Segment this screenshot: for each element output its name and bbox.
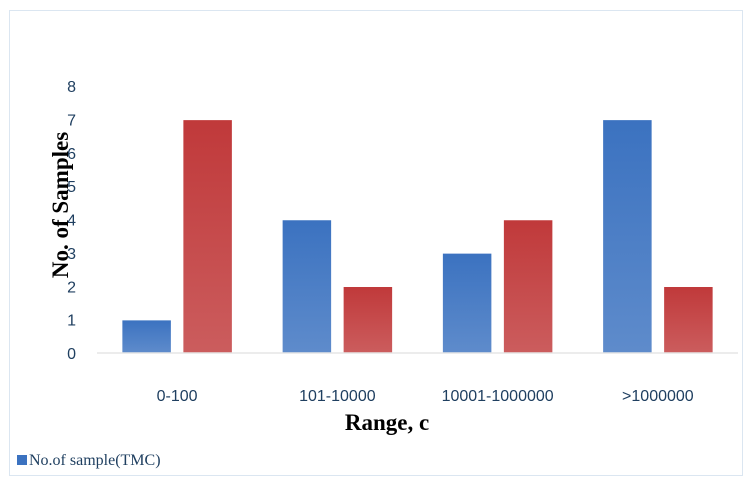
x-axis-ticks: 0-100 101-10000 10001-1000000 >1000000 [157,388,694,405]
y-axis-ticks: 0 1 2 3 4 5 6 7 8 [67,79,76,363]
x-axis-title: Range, c [345,410,429,435]
y-tick-label: 6 [67,146,76,163]
y-tick-label: 7 [67,112,76,129]
bar [281,218,333,354]
legend: No.of sample(TMC) [17,452,161,469]
bars [120,118,715,354]
bar [441,252,493,354]
y-tick-label: 5 [67,179,76,196]
bar [120,318,173,354]
y-tick-label: 8 [67,79,76,96]
bar [662,285,715,354]
y-tick-label: 4 [67,213,76,230]
y-tick-label: 1 [67,313,76,330]
bar [342,285,394,354]
y-tick-label: 0 [67,346,76,363]
bar [181,118,234,354]
legend-entry: No.of sample(TMC) [29,452,161,469]
x-tick-label: 10001-1000000 [442,388,554,405]
y-tick-label: 3 [67,246,76,263]
bar [601,118,654,354]
x-tick-label: >1000000 [622,388,694,405]
y-axis-title: No. of Samples [48,132,73,278]
bar [502,218,554,354]
x-tick-label: 101-10000 [299,388,376,405]
x-tick-label: 0-100 [157,388,198,405]
y-tick-label: 2 [67,279,76,296]
legend-swatch [17,455,27,465]
